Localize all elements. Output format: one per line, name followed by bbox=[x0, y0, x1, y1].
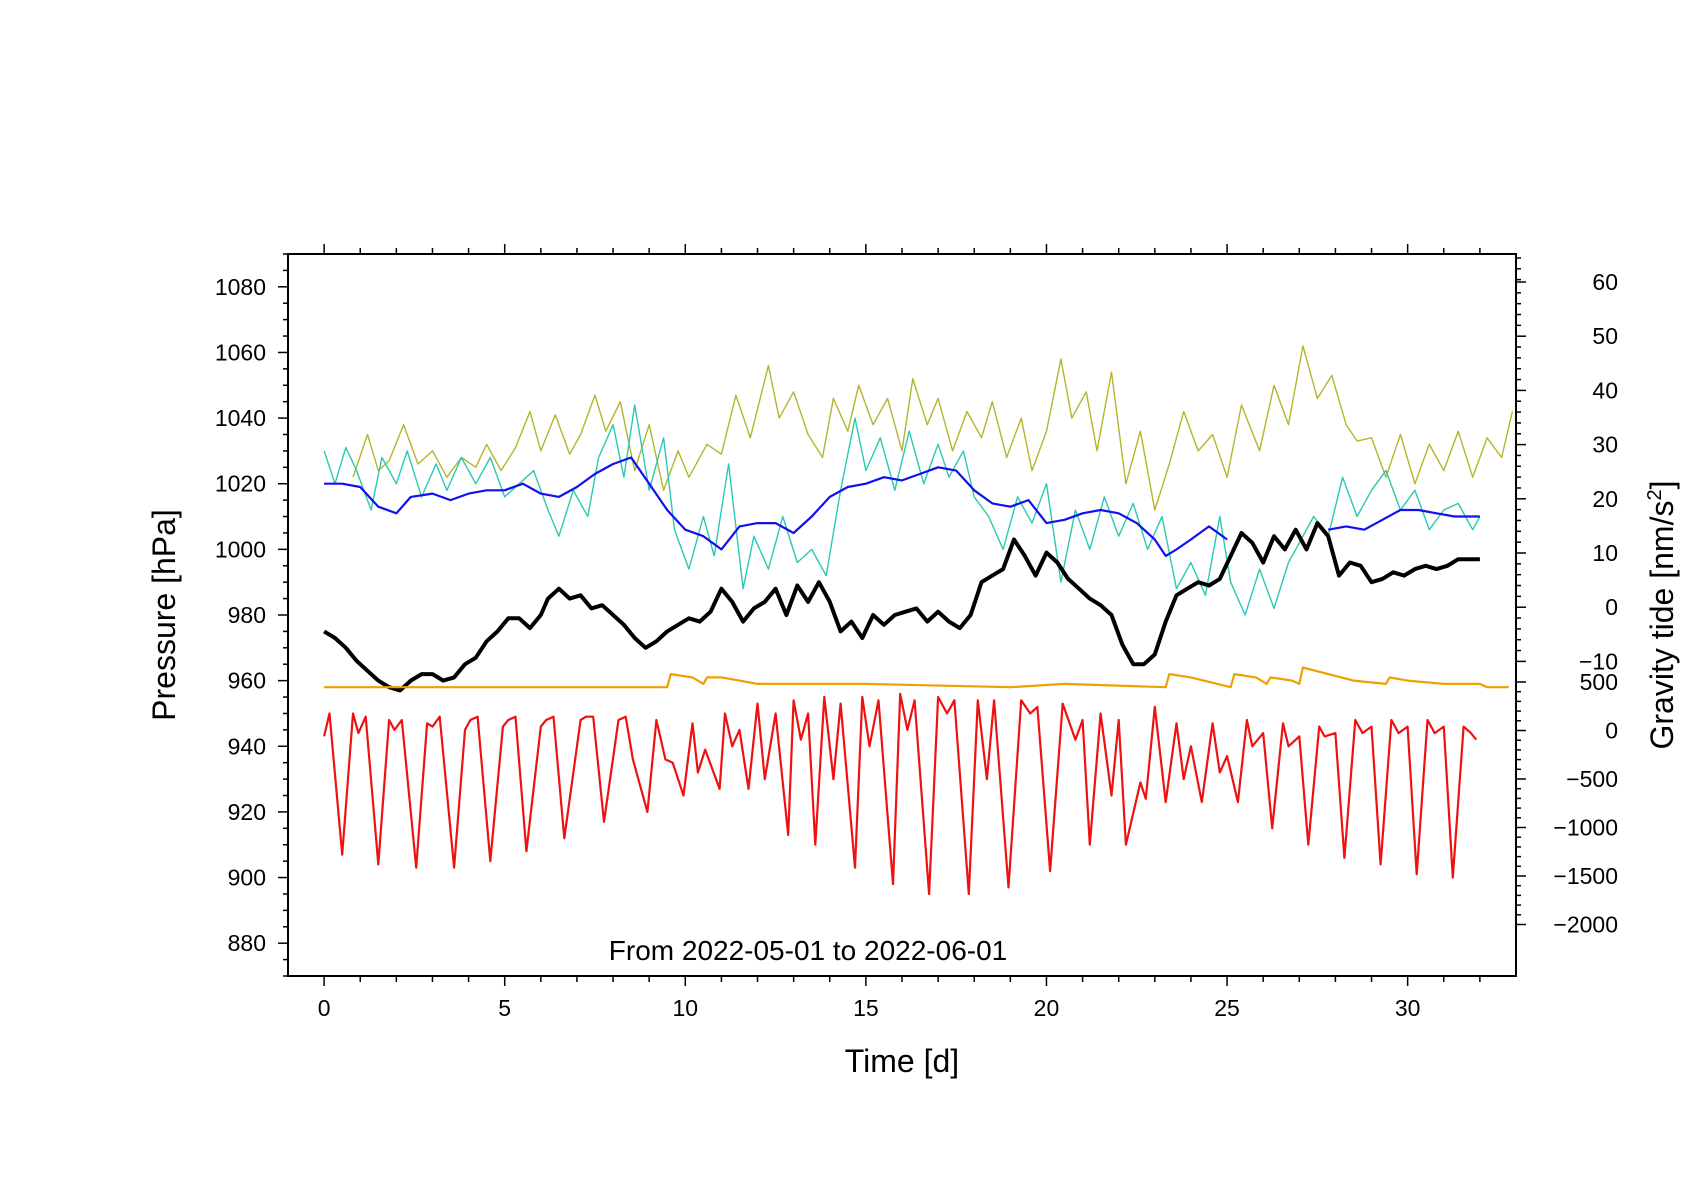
y-tick-label: 980 bbox=[228, 602, 266, 628]
series-black bbox=[323, 521, 1480, 693]
y2-lower-tick-label: −1500 bbox=[1553, 863, 1618, 889]
y2-upper-tick-label: 0 bbox=[1605, 594, 1618, 620]
y2-upper-tick-label: 60 bbox=[1592, 269, 1618, 295]
y-tick-label: 1040 bbox=[215, 405, 266, 431]
y2-axis-title-end: ] bbox=[1644, 481, 1680, 490]
y-tick-label: 960 bbox=[228, 668, 266, 694]
y2-axis-title-sup: 2 bbox=[1644, 489, 1666, 500]
y-tick-label: 920 bbox=[228, 799, 266, 825]
y-tick-label: 1060 bbox=[215, 339, 266, 365]
y2-lower-tick-label: −500 bbox=[1566, 766, 1618, 792]
x-tick-label: 5 bbox=[498, 995, 511, 1021]
y2-upper-tick-label: 30 bbox=[1592, 432, 1618, 458]
x-axis-title: Time [d] bbox=[845, 1043, 959, 1079]
x-tick-label: 20 bbox=[1034, 995, 1060, 1021]
y2-upper-tick-label: 10 bbox=[1592, 540, 1618, 566]
y-tick-label: 940 bbox=[228, 733, 266, 759]
y2-lower-tick-label: −1000 bbox=[1553, 815, 1618, 841]
y2-axis-title-base: Gravity tide [nm/s bbox=[1644, 501, 1680, 750]
annotation-date-range: From 2022-05-01 to 2022-06-01 bbox=[609, 935, 1007, 966]
series-cyan bbox=[323, 404, 1481, 616]
x-tick-label: 25 bbox=[1214, 995, 1240, 1021]
axis-layer: 0 5 10 15 20 25 308809009209409609801000102010… bbox=[215, 244, 1618, 1021]
y2-upper-tick-label: 20 bbox=[1592, 486, 1618, 512]
x-tick-label: 10 bbox=[672, 995, 698, 1021]
y2-lower-tick-label: 0 bbox=[1605, 718, 1618, 744]
x-tick-label: 0 bbox=[318, 995, 331, 1021]
x-tick-label: 15 bbox=[853, 995, 879, 1021]
series-layer bbox=[323, 345, 1514, 896]
plot-frame bbox=[287, 253, 1517, 977]
y2-lower-tick-label: 500 bbox=[1580, 669, 1618, 695]
series-orange bbox=[324, 666, 1509, 689]
y-tick-label: 900 bbox=[228, 865, 266, 891]
y2-upper-tick-label: −10 bbox=[1579, 648, 1618, 674]
series-olive bbox=[352, 345, 1514, 511]
y-tick-label: 880 bbox=[228, 930, 266, 956]
y2-upper-tick-label: 50 bbox=[1592, 323, 1618, 349]
y-tick-label: 1020 bbox=[215, 471, 266, 497]
y2-axis-title: Gravity tide [nm/s2] bbox=[1644, 481, 1680, 750]
y2-lower-tick-label: −2000 bbox=[1553, 912, 1618, 938]
y-tick-label: 1080 bbox=[215, 274, 266, 300]
series-blue-continued bbox=[1328, 508, 1480, 531]
series-red-gravity-tide bbox=[323, 692, 1478, 896]
y2-upper-tick-label: 40 bbox=[1592, 377, 1618, 403]
x-tick-label: 30 bbox=[1395, 995, 1421, 1021]
y-axis-title: Pressure [hPa] bbox=[146, 509, 182, 721]
series-blue bbox=[324, 456, 1228, 558]
y-tick-label: 1000 bbox=[215, 536, 266, 562]
